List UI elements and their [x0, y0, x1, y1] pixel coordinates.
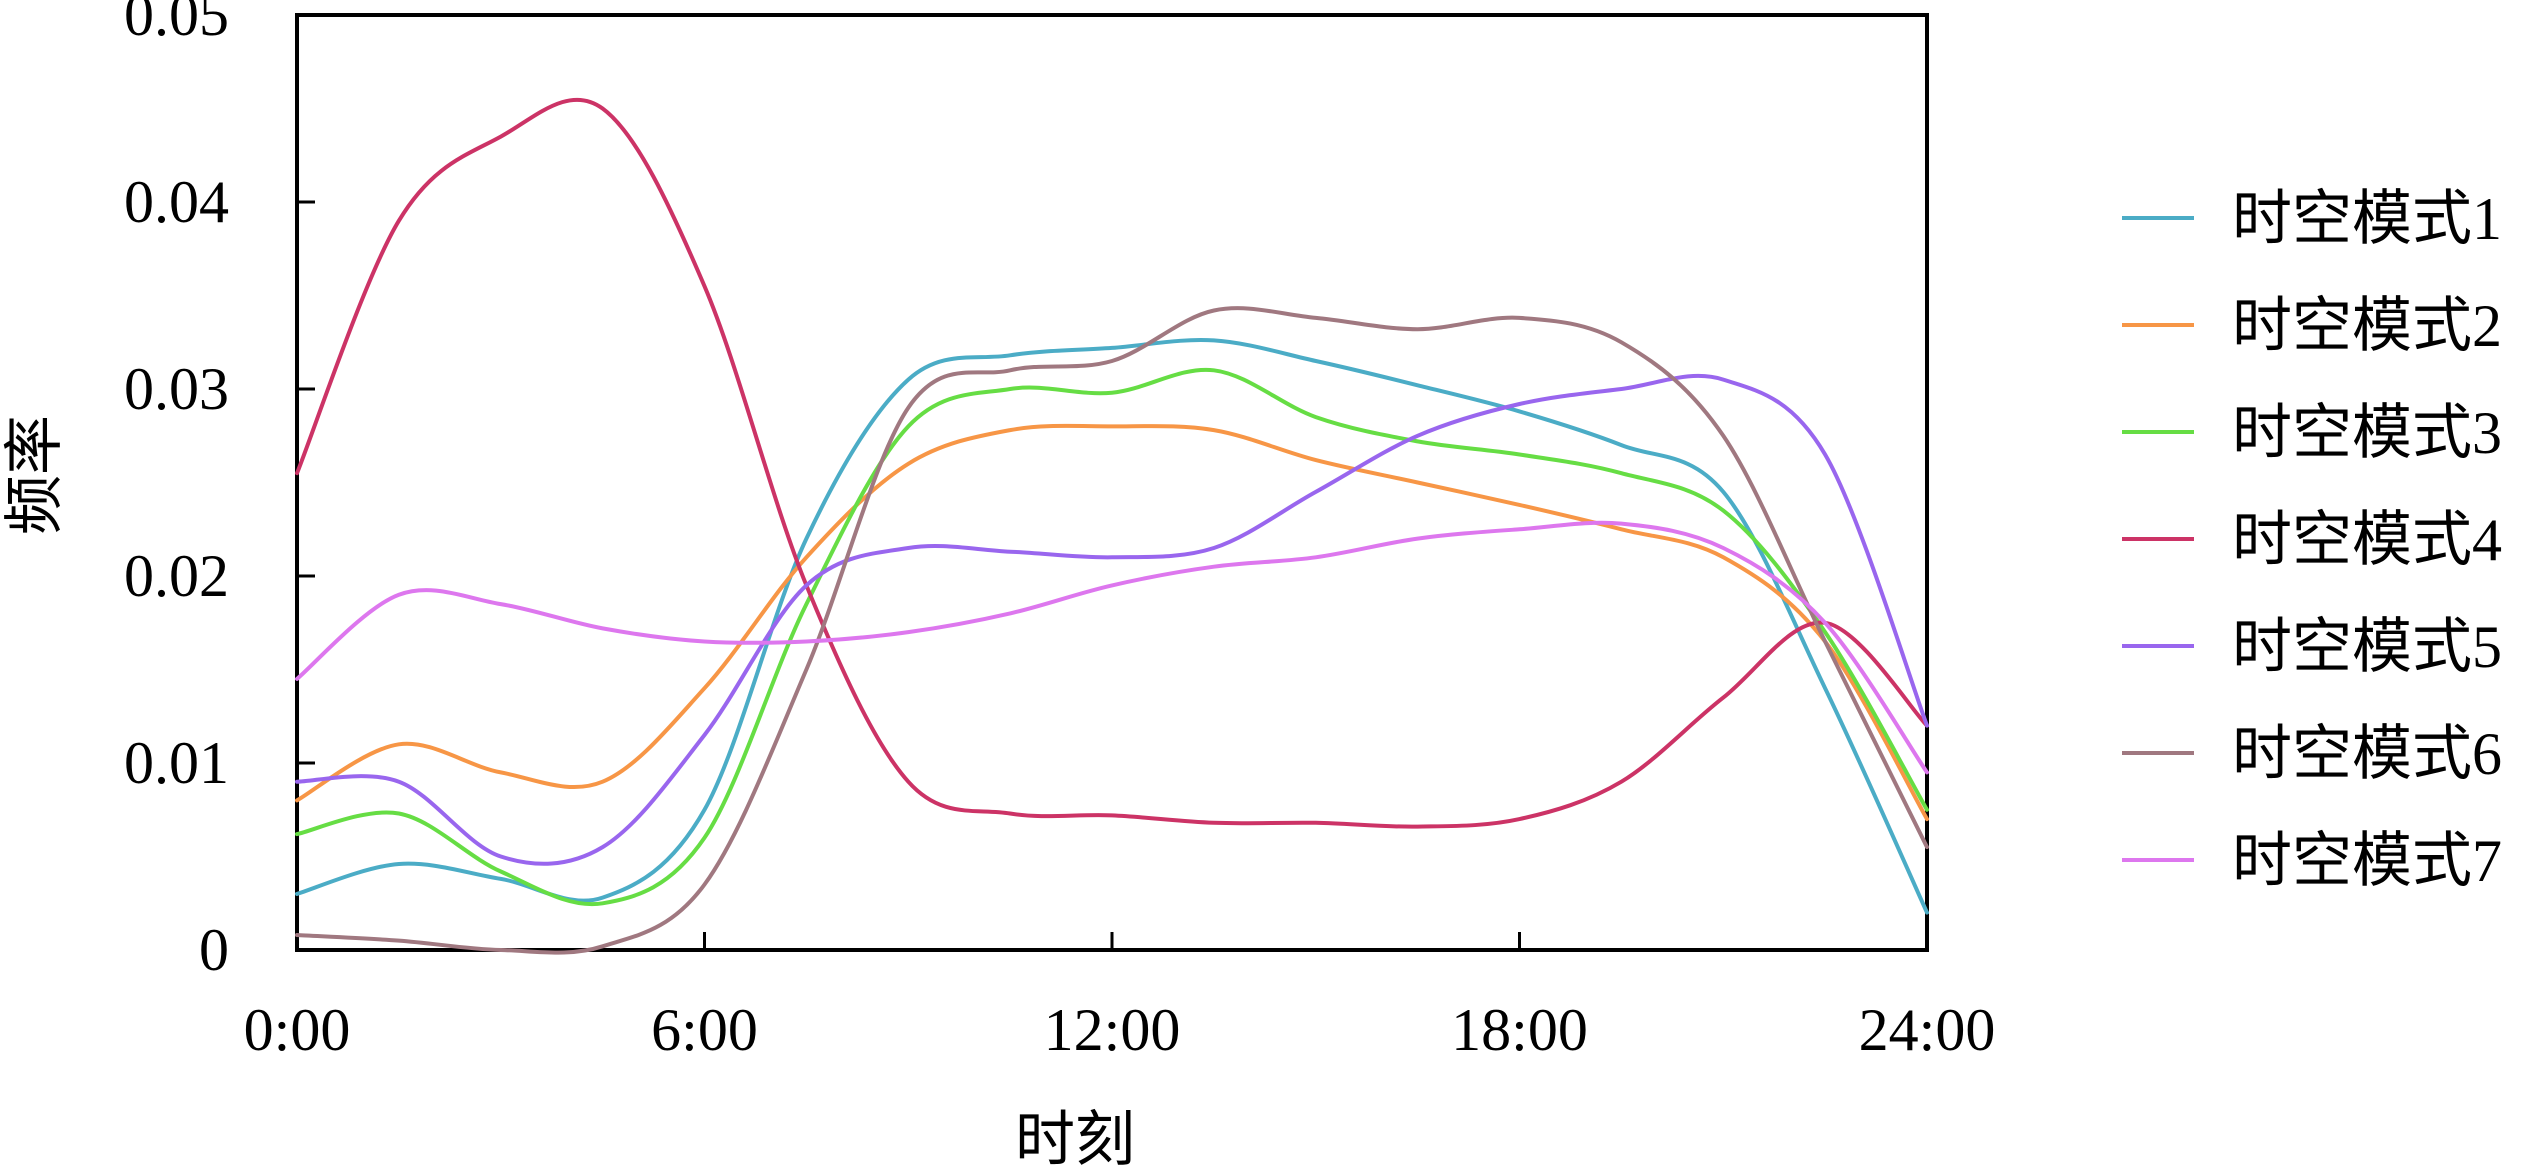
y-tick-label: 0.01 [124, 730, 229, 796]
legend-item: 时空模式7 [2122, 828, 2502, 894]
legend-item: 时空模式3 [2122, 400, 2502, 466]
series-line-2 [295, 423, 1929, 822]
x-tick-label: 0:00 [244, 997, 351, 1063]
x-tick-label: 18:00 [1451, 997, 1588, 1063]
series-layer [295, 97, 1929, 955]
x-tick-label: 6:00 [651, 997, 758, 1063]
series-line-5 [295, 373, 1929, 866]
x-axis-title: 时刻 [1015, 1107, 1135, 1173]
legend-label: 时空模式6 [2232, 721, 2502, 787]
legend-label: 时空模式5 [2232, 614, 2502, 680]
series-line-4 [295, 97, 1929, 829]
y-tick-label: 0.05 [124, 0, 229, 48]
legend-label: 时空模式2 [2232, 293, 2502, 359]
legend-item: 时空模式4 [2122, 507, 2502, 573]
x-axis: 0:00 6:00 12:00 18:00 24:00 [244, 932, 1996, 1063]
plot-frame [295, 13, 1929, 952]
legend-label: 时空模式3 [2232, 400, 2502, 466]
legend-item: 时空模式6 [2122, 721, 2502, 787]
series-line-3 [295, 367, 1929, 907]
legend-label: 时空模式4 [2232, 507, 2502, 573]
y-axis-title: 频率 [2, 415, 68, 535]
plot-area [295, 13, 1929, 952]
x-tick-label: 12:00 [1044, 997, 1181, 1063]
legend-item: 时空模式1 [2122, 186, 2502, 252]
legend: 时空模式1 时空模式2 时空模式3 时空模式4 时空模式5 时空模式6 时空模式7 [2122, 186, 2502, 894]
legend-item: 时空模式5 [2122, 614, 2502, 680]
legend-label: 时空模式1 [2232, 186, 2502, 252]
series-line-6 [295, 306, 1929, 955]
series-line-7 [295, 520, 1929, 775]
legend-label: 时空模式7 [2232, 828, 2502, 894]
legend-item: 时空模式2 [2122, 293, 2502, 359]
y-tick-label: 0.02 [124, 543, 229, 609]
y-tick-label: 0.03 [124, 356, 229, 422]
y-tick-label: 0 [199, 917, 229, 983]
y-tick-label: 0.04 [124, 169, 229, 235]
y-axis: 0 0.01 0.02 0.03 0.04 0.05 [124, 0, 315, 983]
series-line-1 [295, 338, 1929, 915]
x-tick-label: 24:00 [1859, 997, 1996, 1063]
